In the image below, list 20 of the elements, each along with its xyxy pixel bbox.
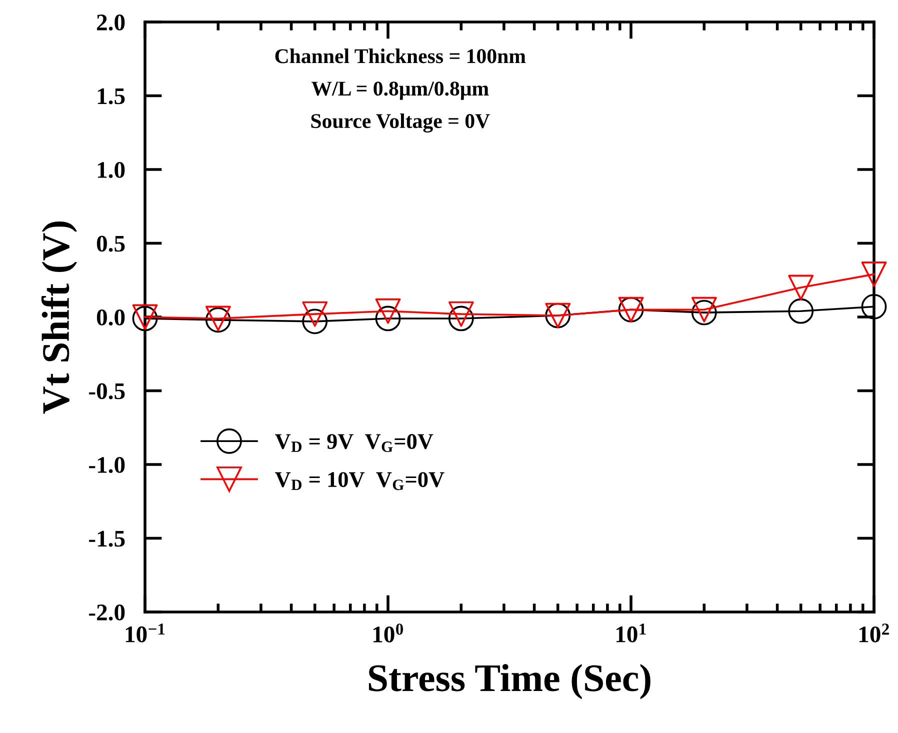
y-tick-label: 0.0 (96, 309, 125, 326)
legend-label: V$_{D}$ = 10V V$_{G}$=0V (275, 472, 444, 490)
y-tick-label: -1.5 (89, 530, 125, 547)
x-tick-label: 10$^{0}$ (373, 624, 404, 642)
y-axis-title: Vt Shift (V) (41, 221, 78, 414)
x-tick-label: 10$^{−1}$ (126, 624, 165, 642)
annotation: W/L = 0.8μm/0.8μm (312, 82, 489, 100)
x-axis-title: Stress Time (Sec) (368, 664, 650, 700)
y-tick-label: 1.0 (98, 162, 125, 178)
annotation: Channel Thickness = 100nm (275, 48, 526, 64)
x-tick-label: 10$^{2}$ (859, 624, 889, 642)
y-tick-label: -1.0 (89, 456, 125, 474)
annotation: Source Voltage = 0V (311, 113, 490, 133)
y-tick-label: -2.0 (89, 604, 125, 621)
y-tick-label: 0.5 (96, 236, 125, 252)
legend-label: V$_{D}$ = 9V V$_{G}$=0V (275, 434, 434, 452)
x-tick-label: 10$^{1}$ (616, 624, 646, 642)
y-tick-label: 1.5 (98, 88, 125, 104)
y-tick-label: 2.0 (97, 14, 125, 31)
y-tick-label: -0.5 (89, 383, 125, 400)
